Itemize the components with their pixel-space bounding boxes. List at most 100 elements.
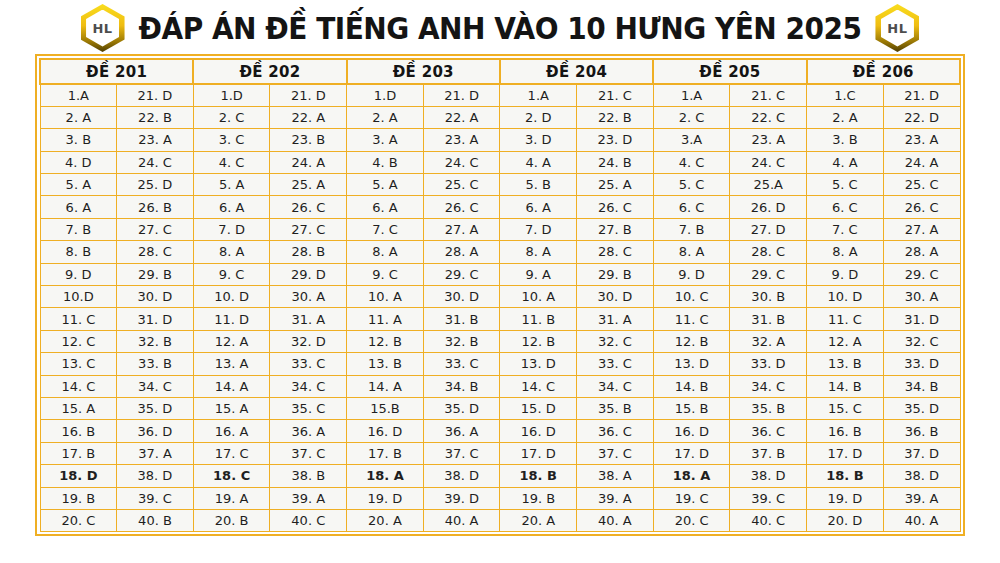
answer-cell: 27. C xyxy=(117,218,194,240)
answer-cell: 3. D xyxy=(500,129,577,151)
answer-cell: 1.D xyxy=(347,84,424,106)
answer-cell: 18. A xyxy=(653,465,730,487)
answer-cell: 4. A xyxy=(500,151,577,173)
answer-cell: 21. D xyxy=(423,84,500,106)
answer-cell: 12. B xyxy=(500,330,577,352)
answer-row: 19. B39. C19. A39. A19. D39. D19. B39. A… xyxy=(40,487,960,509)
answer-cell: 40. B xyxy=(117,509,194,531)
answer-cell: 8. A xyxy=(807,241,884,263)
answer-cell: 30. A xyxy=(883,286,960,308)
answer-cell: 31. D xyxy=(117,308,194,330)
answer-sheet-page: HL ĐÁP ÁN ĐỀ TIẾNG ANH VÀO 10 HƯNG YÊN 2… xyxy=(0,0,1000,563)
answer-cell: 25. C xyxy=(883,174,960,196)
answer-cell: 39. C xyxy=(117,487,194,509)
answer-cell: 33. D xyxy=(883,353,960,375)
answer-cell: 19. A xyxy=(193,487,270,509)
answer-cell: 37. C xyxy=(270,442,347,464)
answer-cell: 30. D xyxy=(423,286,500,308)
answer-cell: 32. C xyxy=(577,330,654,352)
answer-cell: 30. A xyxy=(270,286,347,308)
answer-row: 17. B37. A17. C37. C17. B37. C17. D37. C… xyxy=(40,442,960,464)
answer-cell: 3. B xyxy=(807,129,884,151)
answer-row: 15. A35. D15. A35. C15.B35. D15. D35. B1… xyxy=(40,397,960,419)
answer-cell: 29. C xyxy=(883,263,960,285)
answer-cell: 13. B xyxy=(347,353,424,375)
answer-cell: 24. A xyxy=(270,151,347,173)
answer-cell: 19. D xyxy=(807,487,884,509)
answer-cell: 26. C xyxy=(883,196,960,218)
answer-cell: 7. C xyxy=(347,218,424,240)
answer-cell: 18. A xyxy=(347,465,424,487)
answer-cell: 23. A xyxy=(883,129,960,151)
answer-cell: 34. C xyxy=(117,375,194,397)
answer-cell: 3.A xyxy=(653,129,730,151)
answer-cell: 35. B xyxy=(730,397,807,419)
answer-cell: 6. A xyxy=(193,196,270,218)
answer-cell: 12. B xyxy=(347,330,424,352)
answer-cell: 38. A xyxy=(577,465,654,487)
answer-cell: 37. B xyxy=(730,442,807,464)
answer-cell: 11. C xyxy=(40,308,117,330)
exam-code-header: ĐỀ 202 xyxy=(193,59,346,84)
answer-cell: 12. C xyxy=(40,330,117,352)
answer-cell: 2. C xyxy=(653,106,730,128)
answer-cell: 6. A xyxy=(500,196,577,218)
answer-row: 9. D29. B9. C29. D9. C29. C9. A29. B9. D… xyxy=(40,263,960,285)
answer-cell: 10.D xyxy=(40,286,117,308)
answer-cell: 37. C xyxy=(423,442,500,464)
answer-cell: 40. C xyxy=(730,509,807,531)
answer-cell: 4. B xyxy=(347,151,424,173)
answer-cell: 13. C xyxy=(40,353,117,375)
answer-cell: 34. B xyxy=(423,375,500,397)
answer-cell: 12. A xyxy=(807,330,884,352)
answer-cell: 39. A xyxy=(883,487,960,509)
answer-cell: 20. A xyxy=(500,509,577,531)
answer-cell: 39. D xyxy=(423,487,500,509)
answer-cell: 25. D xyxy=(117,174,194,196)
answer-cell: 36. A xyxy=(270,420,347,442)
answer-cell: 34. C xyxy=(577,375,654,397)
answer-cell: 34. C xyxy=(270,375,347,397)
answer-cell: 33. C xyxy=(270,353,347,375)
answer-cell: 36. B xyxy=(883,420,960,442)
answer-cell: 12. B xyxy=(653,330,730,352)
answer-cell: 18. D xyxy=(40,465,117,487)
answer-cell: 32. C xyxy=(883,330,960,352)
answer-cell: 5. A xyxy=(347,174,424,196)
answer-cell: 21. D xyxy=(883,84,960,106)
answer-table-wrap: ĐỀ 201ĐỀ 202ĐỀ 203ĐỀ 204ĐỀ 205ĐỀ 206 1.A… xyxy=(35,54,965,536)
answer-cell: 19. B xyxy=(40,487,117,509)
answer-cell: 5. C xyxy=(653,174,730,196)
answer-cell: 34. C xyxy=(730,375,807,397)
answer-cell: 25. A xyxy=(577,174,654,196)
answer-cell: 27. D xyxy=(730,218,807,240)
answer-cell: 8. B xyxy=(40,241,117,263)
answer-cell: 1.D xyxy=(193,84,270,106)
answer-cell: 5. C xyxy=(807,174,884,196)
answer-cell: 31. D xyxy=(883,308,960,330)
answer-cell: 9. D xyxy=(807,263,884,285)
answer-row: 10.D30. D10. D30. A10. A30. D10. A30. D1… xyxy=(40,286,960,308)
answer-cell: 24. C xyxy=(117,151,194,173)
answer-cell: 20. C xyxy=(653,509,730,531)
answer-cell: 23. D xyxy=(577,129,654,151)
answer-row: 11. C31. D11. D31. A11. A31. B11. B31. A… xyxy=(40,308,960,330)
answer-cell: 8. A xyxy=(193,241,270,263)
answer-cell: 27. A xyxy=(883,218,960,240)
answer-cell: 29. D xyxy=(270,263,347,285)
answer-row: 13. C33. B13. A33. C13. B33. C13. D33. C… xyxy=(40,353,960,375)
hl-logo-left-icon: HL xyxy=(81,4,125,52)
answer-cell: 17. D xyxy=(653,442,730,464)
answer-cell: 36. D xyxy=(117,420,194,442)
answer-cell: 16. B xyxy=(807,420,884,442)
answer-cell: 37. C xyxy=(577,442,654,464)
answer-cell: 37. A xyxy=(117,442,194,464)
answer-cell: 22. B xyxy=(117,106,194,128)
answer-row: 16. B36. D16. A36. A16. D36. A16. D36. C… xyxy=(40,420,960,442)
header: HL ĐÁP ÁN ĐỀ TIẾNG ANH VÀO 10 HƯNG YÊN 2… xyxy=(0,5,1000,51)
answer-row: 12. C32. B12. A32. D12. B32. B12. B32. C… xyxy=(40,330,960,352)
answer-cell: 35. D xyxy=(883,397,960,419)
answer-cell: 33. C xyxy=(577,353,654,375)
answer-cell: 22. C xyxy=(730,106,807,128)
answer-cell: 7. B xyxy=(40,218,117,240)
